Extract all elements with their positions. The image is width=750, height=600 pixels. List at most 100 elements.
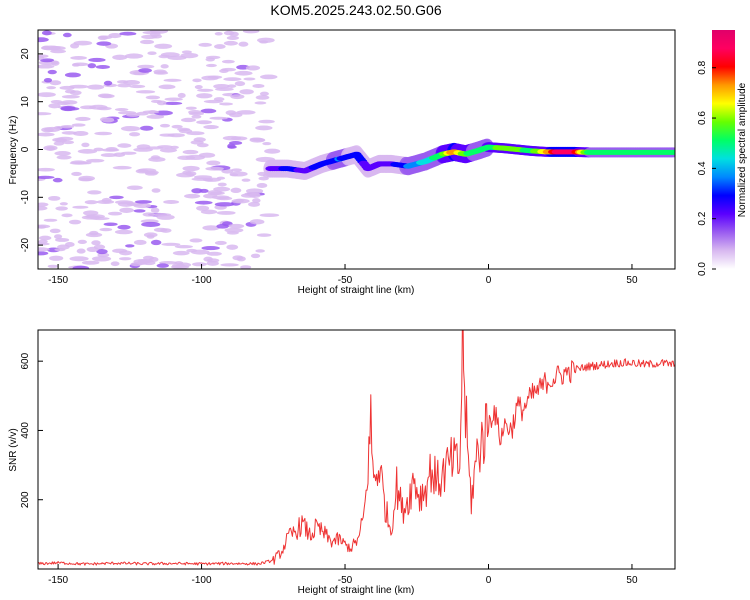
spectrogram-noise-speck bbox=[214, 44, 226, 49]
colorbar: 0.0 0.2 0.4 0.6 0.8 Normalized spectral ampl… bbox=[697, 30, 748, 276]
spectrogram-noise-speck bbox=[142, 110, 160, 114]
spectrogram-noise-speck bbox=[206, 160, 221, 166]
spectrogram-noise-speck bbox=[133, 239, 147, 245]
spectrogram-noise-speck bbox=[46, 46, 66, 51]
spectrogram-y-tick-label: 20 bbox=[20, 48, 31, 60]
spectrogram-noise-speck bbox=[207, 189, 223, 196]
spectrogram-noise-speck bbox=[135, 90, 156, 94]
spectrogram-noise-speck bbox=[61, 95, 80, 99]
spectrogram-noise-speck bbox=[69, 84, 89, 89]
spectrogram-noise-speck bbox=[69, 90, 82, 96]
spectrogram-x-tick-label: -50 bbox=[338, 275, 353, 286]
spectrogram-signal-point bbox=[668, 149, 675, 155]
spectrogram-noise-speck bbox=[227, 84, 237, 88]
spectrogram-noise-speck bbox=[258, 176, 269, 181]
spectrogram-noise-speck bbox=[101, 197, 112, 204]
spectrogram-noise-speck bbox=[182, 149, 199, 155]
spectrogram-noise-speck bbox=[181, 50, 193, 54]
spectrogram-noise-speck bbox=[137, 64, 155, 69]
spectrogram-noise-speck bbox=[264, 148, 281, 154]
spectrogram-noise-speck bbox=[64, 72, 81, 78]
spectrogram-noise-speck bbox=[192, 78, 202, 83]
spectrogram-noise-speck bbox=[133, 203, 152, 209]
spectrogram-noise-speck bbox=[38, 175, 55, 180]
spectrogram-x-tick-label: 50 bbox=[626, 275, 638, 286]
spectrogram-noise-speck bbox=[238, 41, 249, 47]
spectrogram-noise-speck bbox=[117, 143, 132, 148]
spectrogram-noise-speck bbox=[230, 94, 245, 100]
spectrogram-noise-speck bbox=[145, 95, 161, 100]
spectrogram-noise-speck bbox=[49, 80, 62, 86]
spectrogram-noise-speck bbox=[163, 101, 183, 105]
spectrogram-noise-speck bbox=[143, 232, 158, 238]
spectrogram-noise-speck bbox=[184, 193, 201, 199]
spectrogram-noise-speck bbox=[191, 188, 203, 194]
spectrogram-noise-speck bbox=[259, 40, 269, 44]
spectrogram-noise-speck bbox=[68, 219, 82, 225]
spectrogram-noise-speck bbox=[163, 200, 180, 204]
spectrogram-noise-speck bbox=[141, 221, 161, 227]
spectrogram-noise-speck bbox=[77, 239, 87, 244]
spectrogram-noise-speck bbox=[174, 244, 193, 249]
spectrogram-noise-speck bbox=[91, 256, 112, 262]
spectrogram-noise-speck bbox=[97, 35, 108, 41]
spectrogram-noise-speck bbox=[110, 261, 120, 267]
spectrogram-x-ticks: -150 -100 -50 0 50 bbox=[48, 264, 638, 286]
spectrogram-noise-speck bbox=[69, 256, 89, 262]
spectrogram-noise-speck bbox=[38, 224, 51, 229]
spectrogram-noise-speck bbox=[159, 147, 178, 153]
spectrogram-noise-speck bbox=[201, 246, 220, 251]
spectrogram-x-tick-label: 0 bbox=[486, 275, 492, 286]
spectrogram-noise-speck bbox=[223, 30, 235, 36]
spectrogram-noise-speck bbox=[223, 77, 242, 82]
spectrogram-noise-speck bbox=[198, 42, 212, 47]
spectrogram-noise-speck bbox=[148, 157, 166, 162]
spectrogram-noise-speck bbox=[150, 239, 162, 246]
snr-x-ticks: -150 -100 -50 0 50 bbox=[48, 564, 638, 586]
spectrogram-noise-speck bbox=[43, 145, 58, 151]
spectrogram-noise-speck bbox=[103, 222, 118, 227]
spectrogram-noise-speck bbox=[248, 201, 261, 207]
spectrogram-noise-speck bbox=[256, 233, 272, 237]
spectrogram-noise-speck bbox=[139, 125, 154, 131]
snr-y-ticks: 200 400 600 bbox=[20, 352, 43, 508]
spectrogram-noise-speck bbox=[75, 116, 91, 122]
spectrogram-noise-speck bbox=[60, 125, 75, 129]
spectrogram-noise-speck bbox=[150, 99, 163, 103]
spectrogram-noise-speck bbox=[150, 30, 169, 34]
spectrogram-noise-speck bbox=[259, 91, 269, 96]
spectrogram-noise-speck bbox=[239, 89, 254, 95]
spectrogram-noise-speck bbox=[112, 54, 128, 60]
snr-x-tick-label: -150 bbox=[48, 575, 68, 586]
spectrogram-noise-speck bbox=[81, 260, 100, 265]
spectrogram-noise-speck bbox=[52, 137, 66, 142]
spectrogram-noise-speck bbox=[160, 228, 172, 233]
spectrogram-noise-speck bbox=[38, 112, 52, 116]
spectrogram-noise-speck bbox=[241, 178, 251, 182]
spectrogram-noise-speck bbox=[130, 262, 142, 267]
spectrogram-noise-speck bbox=[120, 125, 141, 132]
spectrogram-noise-speck bbox=[230, 187, 242, 193]
spectrogram-noise-speck bbox=[49, 228, 61, 234]
spectrogram-noise-speck bbox=[119, 31, 137, 36]
colorbar-tick-label: 0.6 bbox=[697, 111, 708, 125]
spectrogram-noise-speck bbox=[137, 168, 157, 173]
spectrogram-noise-speck bbox=[54, 151, 71, 156]
spectrogram-noise-speck bbox=[109, 195, 124, 200]
snr-panel: -150 -100 -50 0 50 200 400 600 Height of strai… bbox=[8, 329, 676, 596]
spectrogram-noise-speck bbox=[200, 108, 217, 114]
spectrogram-noise-speck bbox=[61, 213, 73, 218]
spectrogram-noise-speck bbox=[77, 149, 98, 154]
spectrogram-noise-speck bbox=[60, 106, 80, 111]
spectrogram-noise-speck bbox=[38, 64, 55, 69]
spectrogram-noise-speck bbox=[126, 185, 143, 190]
spectrogram-noise-speck bbox=[161, 242, 181, 246]
spectrogram-noise-speck bbox=[38, 132, 55, 137]
spectrogram-noise-speck bbox=[217, 182, 227, 187]
spectrogram-noise-speck bbox=[56, 155, 72, 160]
spectrogram-noise-speck bbox=[227, 145, 237, 149]
spectrogram-noise-speck bbox=[38, 92, 56, 98]
spectrogram-x-tick-label: -100 bbox=[192, 275, 212, 286]
spectrogram-noise-speck bbox=[38, 37, 49, 43]
spectrogram-noise-speck bbox=[62, 140, 75, 145]
